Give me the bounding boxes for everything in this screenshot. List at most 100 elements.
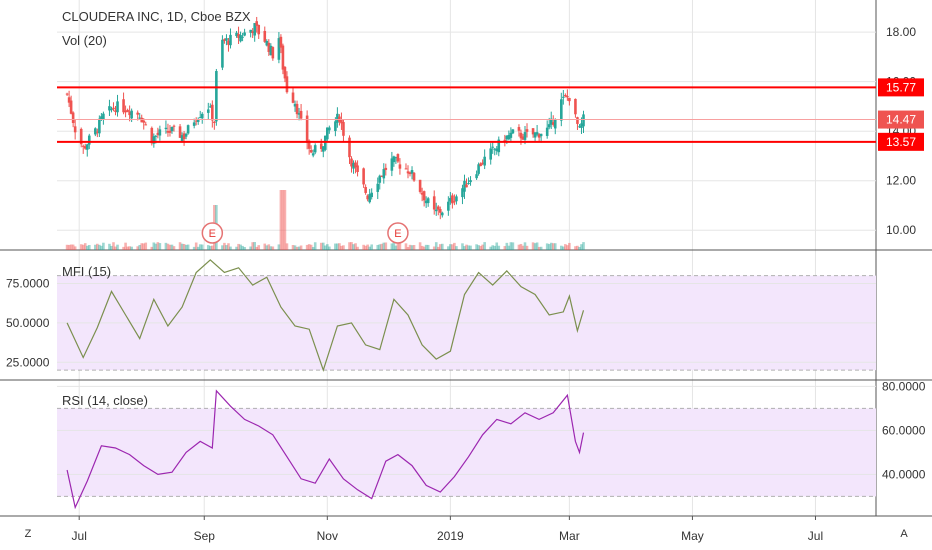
candle-body: [447, 201, 450, 211]
volume-bar: [434, 242, 438, 250]
candle-body: [562, 96, 565, 98]
volume-bar: [338, 243, 341, 250]
candle-body: [237, 33, 240, 38]
volume-bar: [200, 244, 204, 250]
candle-body: [406, 171, 410, 174]
volume-bar: [525, 245, 529, 250]
candle-body: [283, 66, 287, 79]
candle-body: [164, 127, 168, 130]
volume-bar: [392, 242, 396, 250]
candle-body: [368, 194, 371, 203]
volume-bar: [168, 244, 172, 250]
mfi-label: MFI (15): [62, 264, 112, 279]
volume-bar: [283, 190, 287, 250]
x-tick-label: Mar: [559, 529, 580, 543]
volume-bar: [69, 244, 73, 250]
candle-body: [285, 76, 289, 93]
volume-bar: [110, 245, 113, 250]
volume-bar: [249, 246, 252, 250]
volume-bar: [263, 243, 267, 250]
volume-bar: [295, 246, 299, 250]
candle-body: [180, 135, 184, 142]
candle-body: [539, 133, 543, 137]
auto-scale-button[interactable]: A: [900, 528, 908, 540]
candle-body: [564, 95, 567, 97]
volume-bar: [108, 243, 111, 250]
candle-body: [475, 174, 478, 179]
candle-body: [211, 104, 214, 121]
volume-bar: [285, 243, 289, 250]
candle-body: [206, 109, 210, 113]
candle-body: [517, 127, 521, 131]
candle-body: [449, 197, 452, 202]
volume-bar: [574, 246, 577, 250]
candle-body: [249, 29, 252, 33]
volume-bar: [539, 246, 543, 250]
candle-body: [293, 103, 297, 107]
volume-bar: [293, 245, 297, 250]
candle-body: [227, 40, 230, 45]
candle-body: [422, 191, 426, 201]
volume-bar: [469, 245, 472, 250]
candle-body: [184, 134, 188, 137]
volume-bar: [449, 244, 452, 250]
candle-body: [376, 183, 380, 192]
candle-body: [198, 117, 202, 119]
candle-body: [436, 206, 440, 210]
candle-body: [467, 183, 470, 185]
candle-body: [128, 111, 131, 116]
candle-body: [299, 110, 303, 119]
candle-body: [241, 36, 244, 38]
candle-body: [136, 112, 139, 115]
candle-body: [130, 110, 133, 119]
volume-bar: [519, 243, 523, 250]
volume-bar: [239, 244, 242, 250]
volume-bar: [517, 244, 521, 250]
candle-body: [362, 168, 365, 185]
candle-body: [178, 126, 182, 138]
candle-body: [418, 179, 422, 192]
volume-bar: [277, 244, 281, 250]
candle-body: [394, 157, 398, 159]
volume-bar: [241, 245, 244, 250]
candle-body: [271, 47, 275, 59]
volume-bar: [307, 244, 311, 250]
price-label-box: [878, 132, 924, 151]
volume-bar: [85, 245, 89, 250]
candle-body: [213, 121, 216, 123]
volume-bar: [170, 244, 174, 250]
candle-body: [578, 126, 581, 128]
candle-body: [384, 167, 388, 170]
candle-body: [426, 198, 430, 204]
volume-bar: [380, 243, 384, 250]
volume-bar: [152, 242, 156, 250]
volume-bar: [475, 244, 478, 250]
candle-body: [551, 122, 555, 125]
candle-body: [537, 134, 541, 138]
candle-body: [277, 38, 281, 60]
candle-body: [291, 92, 295, 103]
candle-body: [477, 164, 480, 174]
volume-bar: [398, 242, 402, 250]
volume-bar: [432, 246, 436, 250]
candle-body: [100, 116, 103, 120]
volume-bar: [319, 242, 323, 250]
candle-body: [469, 180, 472, 183]
volume-bar: [140, 243, 144, 250]
volume-bar: [576, 245, 579, 250]
candle-body: [253, 23, 256, 36]
volume-bar: [311, 246, 315, 250]
volume-bar: [505, 242, 509, 250]
volume-bar: [447, 246, 450, 250]
candle-body: [166, 130, 170, 133]
candle-body: [255, 21, 259, 26]
candle-body: [582, 114, 585, 127]
volume-bar: [348, 242, 351, 250]
volume-bar: [461, 243, 464, 250]
candle-body: [547, 124, 551, 128]
candle-body: [521, 136, 525, 140]
volume-bar: [126, 246, 129, 250]
scale-toggle-button[interactable]: Z: [24, 528, 32, 540]
volume-bar: [438, 244, 442, 250]
volume-bar: [138, 244, 142, 250]
